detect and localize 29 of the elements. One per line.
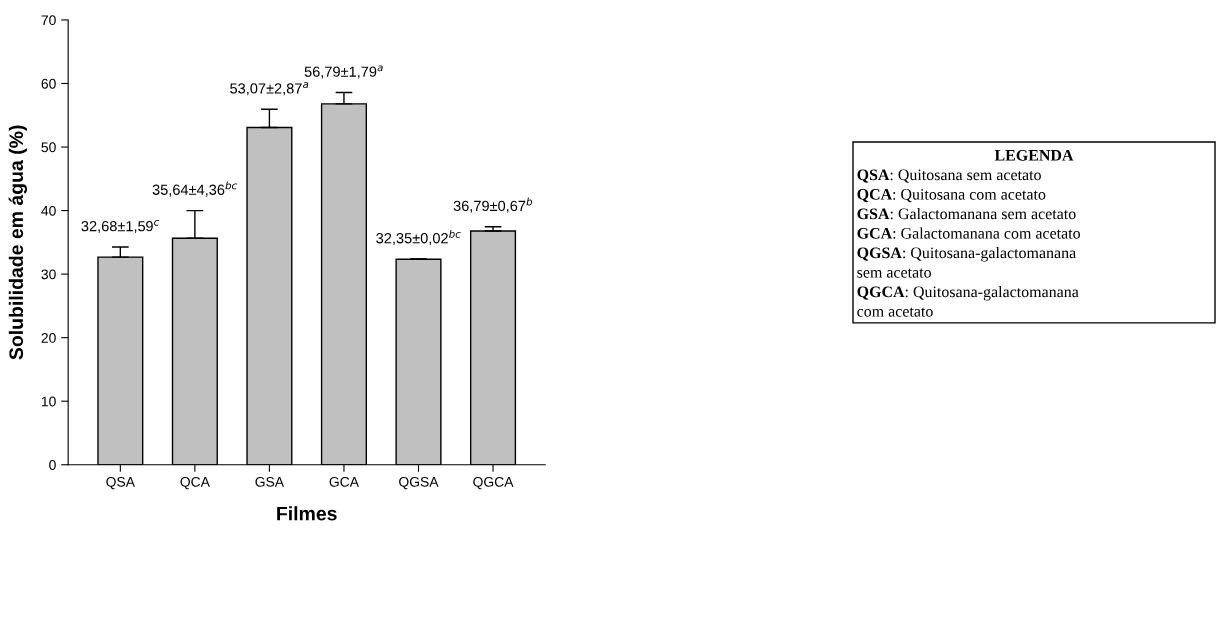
text: QSA: Quitosana sem acetato (857, 169, 1041, 183)
y-tick-label: 60 (41, 78, 56, 89)
text: QCA: Quitosana com acetato (857, 188, 1046, 203)
data-label: 32,35±0,02$^{bc}$ (376, 229, 461, 246)
y-tick-label: 0 (49, 460, 56, 470)
y-tick-label: 10 (41, 396, 56, 407)
y-tick-label: 70 (41, 15, 56, 26)
x-tick-label: GCA (329, 476, 359, 487)
text: GSA: Galactomanana sem acetato (857, 207, 1076, 220)
x-tick-label: QCA (180, 476, 210, 490)
x-tick-label: QGCA (473, 476, 514, 490)
y-axis-title: Solubilidade em água (%) (8, 125, 28, 360)
data-label: 53,07±2,87$^{a}$ (230, 82, 309, 96)
y-tick-label: 40 (41, 205, 56, 216)
y-tick-label: 20 (41, 333, 56, 343)
data-label: 32,68±1,59$^{c}$ (81, 219, 160, 234)
x-tick-label: QSA (106, 476, 135, 490)
text: LEGENDA (994, 149, 1074, 161)
text: QGSA: Quitosana-galactomanana sem acetato (857, 246, 1076, 278)
data-label: 56,79±1,79$^{a}$ (304, 65, 383, 79)
y-tick-label: 30 (41, 269, 56, 280)
y-tick-label: 50 (41, 142, 56, 153)
data-label: 35,64±4,36$^{bc}$ (152, 181, 238, 197)
x-tick-label: QGSA (399, 476, 439, 490)
text: QGCA: Quitosana-galactomanana com acetato (857, 285, 1079, 317)
text: GCA: Galactomanana com acetato (857, 227, 1080, 239)
x-axis-title: Filmes (277, 506, 337, 521)
data-label: 36,79±0,67$^{b}$ (453, 197, 533, 213)
x-tick-label: GSA (255, 476, 285, 487)
